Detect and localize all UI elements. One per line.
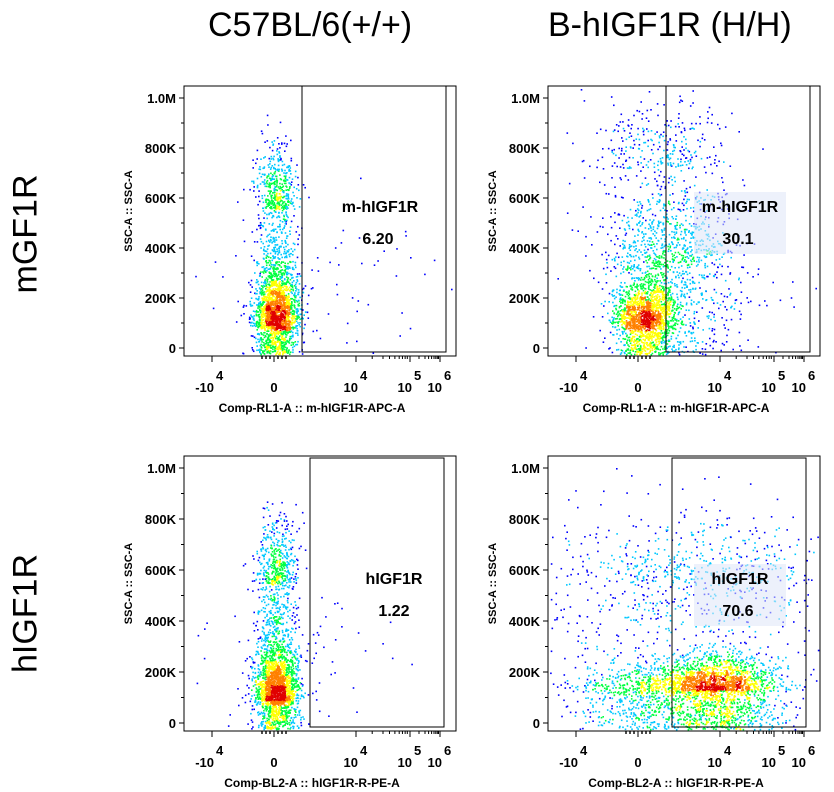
- y-tick-label: 800K: [509, 141, 541, 156]
- y-tick-label: 400K: [145, 241, 177, 256]
- y-tick-label: 400K: [145, 614, 177, 629]
- gate-name-label: hIGF1R: [366, 571, 423, 588]
- y-tick-label: 600K: [145, 191, 177, 206]
- x-tick-exponent: 4: [216, 368, 224, 383]
- y-tick-label: 200K: [145, 291, 177, 306]
- x-tick-label: 10: [398, 380, 412, 395]
- x-tick-label: 10: [344, 380, 358, 395]
- y-tick-label: 800K: [509, 512, 541, 527]
- x-tick-label: 0: [634, 380, 641, 395]
- y-tick-label: 800K: [145, 512, 177, 527]
- y-tick-label: 600K: [509, 191, 541, 206]
- y-tick-label: 400K: [509, 614, 541, 629]
- x-tick-exponent: 5: [778, 743, 785, 758]
- y-tick-label: 0: [169, 341, 176, 356]
- x-tick-label: 10: [762, 380, 776, 395]
- x-tick-exponent: 5: [414, 368, 421, 383]
- gate-percent-label: 30.1: [722, 231, 753, 248]
- y-tick-label: 400K: [509, 241, 541, 256]
- y-axis-label: SSC-A :: SSC-A: [487, 543, 499, 625]
- y-axis-label: SSC-A :: SSC-A: [487, 170, 499, 252]
- gate-percent-label: 1.22: [378, 603, 409, 620]
- gate-rect: [301, 85, 447, 353]
- event-dots: [196, 501, 413, 731]
- x-tick-label: 0: [270, 755, 277, 770]
- event-dots: [557, 89, 817, 356]
- column-header-b-higf1r: B-hIGF1R (H/H): [548, 6, 792, 44]
- gate-rect: [665, 85, 811, 353]
- x-tick-label: 10: [708, 380, 722, 395]
- x-tick-label: 0: [270, 380, 277, 395]
- x-tick-label: -10: [559, 755, 578, 770]
- gate-percent-label: 70.6: [722, 603, 753, 620]
- x-tick-label: 10: [792, 380, 806, 395]
- y-tick-label: 1.0M: [147, 91, 176, 106]
- y-tick-label: 800K: [145, 141, 177, 156]
- x-tick-exponent: 4: [360, 368, 368, 383]
- x-tick-exponent: 4: [724, 368, 732, 383]
- gate-label-highlight: [694, 192, 786, 254]
- gate-percent-label: 6.20: [362, 231, 393, 248]
- gate-rect: [309, 457, 445, 728]
- y-tick-label: 0: [533, 716, 540, 731]
- x-tick-exponent: 4: [580, 368, 588, 383]
- x-tick-exponent: 6: [444, 743, 451, 758]
- gate-name-label: hIGF1R: [712, 571, 769, 588]
- y-tick-label: 1.0M: [511, 461, 540, 476]
- event-dots: [550, 468, 820, 731]
- column-header-c57bl6: C57BL/6(+/+): [208, 6, 413, 44]
- event-dots: [195, 114, 453, 356]
- x-axis-label: Comp-RL1-A :: m-hIGF1R-APC-A: [219, 401, 406, 415]
- x-tick-label: 10: [762, 755, 776, 770]
- gate-label-highlight: [694, 564, 786, 626]
- x-tick-exponent: 4: [580, 743, 588, 758]
- y-tick-label: 200K: [145, 665, 177, 680]
- plot-frame: [547, 455, 821, 732]
- gate-rect: [671, 457, 807, 728]
- x-tick-exponent: 6: [808, 743, 815, 758]
- x-tick-exponent: 4: [724, 743, 732, 758]
- x-tick-exponent: 4: [216, 743, 224, 758]
- y-tick-label: 600K: [509, 563, 541, 578]
- x-tick-exponent: 6: [444, 368, 451, 383]
- y-tick-label: 200K: [509, 291, 541, 306]
- y-tick-label: 0: [169, 716, 176, 731]
- y-tick-label: 1.0M: [147, 461, 176, 476]
- x-tick-label: 10: [398, 755, 412, 770]
- x-axis-label: Comp-BL2-A :: hIGF1R-R-PE-A: [224, 776, 400, 790]
- gate-name-label: m-hIGF1R: [702, 199, 779, 216]
- x-axis-label: Comp-RL1-A :: m-hIGF1R-APC-A: [583, 401, 770, 415]
- x-axis-label: Comp-BL2-A :: hIGF1R-R-PE-A: [588, 776, 764, 790]
- y-axis-label: SSC-A :: SSC-A: [123, 170, 135, 252]
- x-tick-label: -10: [195, 380, 214, 395]
- x-tick-label: 10: [708, 755, 722, 770]
- y-tick-label: 0: [533, 341, 540, 356]
- plot-frame: [183, 455, 457, 732]
- x-tick-exponent: 4: [360, 743, 368, 758]
- y-tick-label: 1.0M: [511, 91, 540, 106]
- y-axis-label: SSC-A :: SSC-A: [123, 543, 135, 625]
- x-tick-exponent: 6: [808, 368, 815, 383]
- x-tick-label: 10: [792, 755, 806, 770]
- x-tick-label: 0: [634, 755, 641, 770]
- x-tick-label: -10: [559, 380, 578, 395]
- x-tick-label: -10: [195, 755, 214, 770]
- gate-name-label: m-hIGF1R: [342, 199, 419, 216]
- x-tick-exponent: 5: [778, 368, 785, 383]
- x-tick-label: 10: [344, 755, 358, 770]
- x-tick-exponent: 5: [414, 743, 421, 758]
- y-tick-label: 600K: [145, 563, 177, 578]
- x-tick-label: 10: [428, 380, 442, 395]
- x-tick-label: 10: [428, 755, 442, 770]
- y-tick-label: 200K: [509, 665, 541, 680]
